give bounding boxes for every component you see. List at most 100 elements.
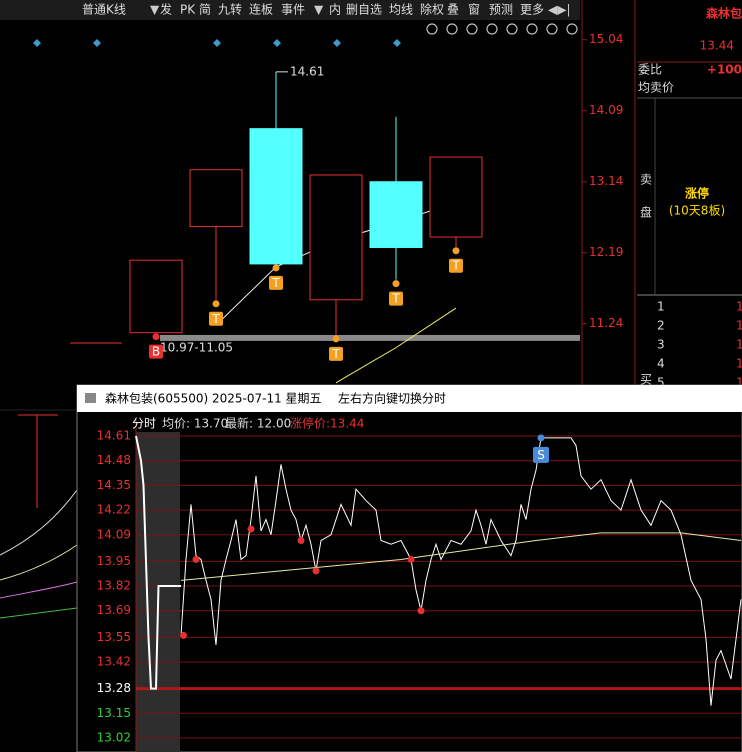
price: 13.44	[700, 39, 734, 53]
candle-body	[429, 156, 483, 238]
event-dot	[312, 567, 320, 575]
signal-label: T	[391, 292, 400, 306]
latest-label: 最新: 12.00	[225, 416, 291, 431]
dropdown-icon: ▼	[150, 3, 160, 17]
signal-label: T	[271, 276, 280, 290]
event-dot	[417, 607, 425, 615]
y-tick-label: 14.61	[97, 429, 131, 443]
kline-panel: ▼ ▼ ◀▶| 森林包 13.44 委比 +100 均卖价 卖 盘 涨停 (10…	[0, 0, 742, 390]
ma-line	[335, 307, 457, 384]
signal-label: T	[211, 312, 220, 326]
avg-label: 均价: 13.70	[162, 417, 228, 431]
window	[76, 384, 742, 752]
y-tick-label: 13.69	[97, 603, 131, 617]
toolbar-item: 均线	[389, 3, 413, 17]
toolbar-item: PK	[180, 3, 196, 17]
level-label: 1	[657, 300, 665, 314]
signal-marker	[389, 291, 403, 306]
title-bar	[77, 385, 742, 412]
signal-marker	[149, 344, 163, 359]
level-value: 1	[736, 300, 742, 314]
signal-marker	[329, 346, 343, 361]
low-dot	[152, 333, 160, 341]
toolbar-item: 更多	[520, 3, 544, 17]
y-tick-label: 14.22	[97, 503, 131, 517]
window-hint: 左右方向键切换分时	[338, 391, 446, 406]
candle-body	[369, 181, 423, 248]
low-dot	[332, 335, 340, 343]
low-dot	[272, 264, 280, 272]
period-label: 分时	[132, 417, 156, 431]
level-value: 1	[736, 376, 742, 390]
candle-body	[189, 169, 243, 228]
label: 买	[640, 373, 652, 387]
toolbar	[0, 0, 580, 20]
price-line	[135, 435, 181, 690]
signal-label: T	[331, 347, 340, 361]
label: 盘	[640, 205, 652, 220]
toolbar-item: 普通K线	[82, 3, 126, 17]
event-dot	[247, 525, 255, 533]
sell-label: S	[537, 448, 545, 462]
event-diamonds	[33, 39, 401, 47]
level-label: 3	[657, 338, 665, 352]
toolbar-item: 九转	[218, 2, 242, 17]
status: 涨停	[685, 186, 709, 201]
stock-name: 森林包	[706, 6, 742, 21]
y-tick-label: 14.35	[97, 478, 131, 492]
level-label: 4	[657, 357, 665, 371]
value: +100	[707, 63, 742, 77]
toolbar-item: 窗	[468, 3, 480, 17]
event-dot	[407, 555, 415, 563]
y-tick-label: 13.42	[97, 655, 131, 669]
y-tick-label: 11.24	[589, 316, 623, 330]
status-note: (10天8板)	[669, 204, 725, 218]
level-label: 5	[657, 376, 665, 390]
label: 委比	[638, 63, 662, 77]
y-tick-label: 13.95	[97, 554, 131, 568]
level-label: 2	[657, 319, 665, 333]
high-label: 14.61	[290, 64, 324, 78]
event-dot	[192, 555, 200, 563]
level-value: 1	[736, 319, 742, 333]
toolbar-item: 叠	[447, 3, 459, 17]
toolbar-item: 发	[160, 2, 172, 17]
signal-marker	[269, 275, 283, 290]
toolbar-item: 预测	[489, 3, 513, 17]
signal-label: T	[451, 259, 460, 273]
toolbar-item: 连板	[249, 2, 273, 17]
y-tick-label: 12.19	[589, 245, 623, 259]
chart-tools	[426, 23, 578, 35]
range-band	[160, 334, 580, 341]
event-dot	[180, 631, 187, 639]
sell-marker	[533, 446, 549, 463]
event-dot	[297, 536, 305, 544]
y-tick-label: 13.82	[97, 579, 131, 593]
nav-icon: ◀▶|	[548, 3, 571, 17]
toolbar-item: 简	[199, 3, 211, 17]
y-tick-label: 13.15	[97, 706, 131, 720]
y-tick-label: 14.09	[589, 103, 623, 117]
y-tick-label: 13.28	[97, 681, 131, 695]
low-dot	[452, 247, 460, 255]
y-tick-label: 14.09	[97, 527, 131, 541]
y-tick-label: 13.14	[589, 174, 623, 188]
low-dot	[212, 300, 220, 308]
y-tick-label: 15.04	[589, 32, 623, 46]
sell-dot	[537, 434, 545, 442]
toolbar-item: 事件	[281, 3, 305, 17]
intraday-window: 森林包装(605500) 2025-07-11 星期五 左右方向键切换分时 分时…	[76, 384, 742, 752]
window-icon	[85, 393, 96, 403]
candle-body	[309, 174, 363, 301]
toolbar-item: 删自选	[346, 3, 382, 17]
candle-body	[249, 128, 303, 265]
y-tick-label: 13.55	[97, 630, 131, 644]
label: 均卖价	[638, 81, 674, 95]
signal-marker	[449, 258, 463, 273]
signal-marker	[209, 311, 223, 326]
limit-label: 涨停价:13.44	[290, 416, 364, 431]
low-dot	[392, 280, 400, 288]
y-tick-label: 14.48	[97, 453, 131, 467]
y-tick-label: 13.02	[97, 731, 131, 745]
